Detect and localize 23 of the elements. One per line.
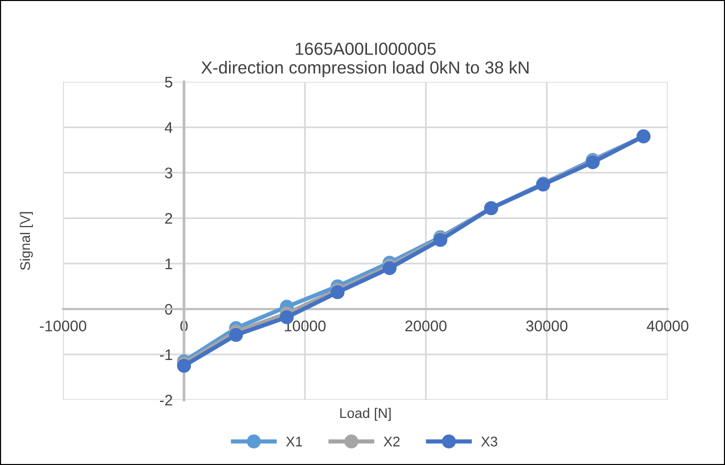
legend-label: X3 [481,436,498,446]
point [229,328,243,342]
legend-label: X2 [384,436,400,446]
point [382,261,397,276]
chart-subtitle: X-direction compression load 0kN to 38 kN [201,60,529,78]
point [177,358,191,373]
x-tick-label: 30000 [526,320,568,332]
y-axis-title: Signal [V] [20,212,33,270]
y-tick-label: 3 [164,168,172,178]
point [330,285,345,300]
x-tick-label: 40000 [646,320,688,332]
chart-title: 1665A00LI000005 [296,42,436,55]
legend-label: X1 [286,436,302,446]
x-tick-label: 10000 [284,320,326,332]
x-axis-title: Load [N] [340,408,391,421]
x-tick-label: 20000 [405,320,447,332]
y-tick-label: -1 [160,349,172,360]
y-tick-label: 1 [166,258,172,270]
y-tick-label: 5 [165,76,172,88]
y-tick-label: -2 [160,394,172,406]
x-tick-label: -10000 [40,320,86,332]
y-tick-label: 2 [165,213,172,224]
y-tick-label: 4 [164,122,172,133]
